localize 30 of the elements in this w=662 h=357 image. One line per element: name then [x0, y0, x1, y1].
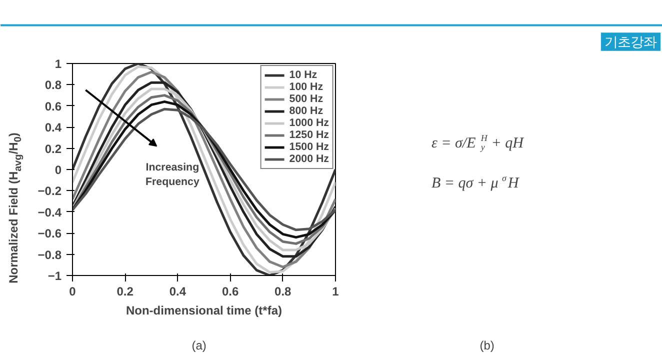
x-tick-label: 0.2	[116, 284, 134, 298]
y-tick-label: 0.4	[44, 120, 62, 135]
legend-label: 100 Hz	[289, 81, 324, 93]
x-axis-title: Non-dimensional time (t*fa)	[126, 304, 282, 318]
legend-label: 1250 Hz	[289, 129, 329, 141]
legend-label: 10 Hz	[289, 69, 318, 81]
legend-label: 1500 Hz	[289, 141, 329, 153]
y-tick-label: 0.8	[44, 78, 62, 92]
legend-label: 2000 Hz	[289, 153, 329, 165]
text: (a)	[192, 338, 206, 352]
text: 기초강좌	[604, 34, 657, 50]
legend-label: 800 Hz	[289, 105, 324, 117]
y-tick-label: −1	[48, 269, 62, 283]
y-tick-label: −0.6	[38, 226, 62, 241]
annotation: Increasing Frequency	[145, 162, 200, 188]
y-tick-label: −0.2	[38, 184, 62, 198]
legend-label: 1000 Hz	[289, 117, 329, 129]
x-tick-label: 0	[69, 284, 76, 298]
x-tick-label: 0.4	[169, 284, 186, 298]
y-tick-label: 1	[54, 57, 62, 71]
y-tick-label: 0	[54, 163, 62, 177]
y-tick-label: −0.8	[38, 248, 62, 262]
y-tick-label: 0.6	[44, 99, 62, 114]
x-tick-label: 0.8	[274, 284, 292, 298]
legend-label: 500 Hz	[289, 93, 324, 105]
text: (b)	[480, 338, 494, 352]
y-tick-label: −0.4	[38, 205, 62, 220]
x-tick-label: 1	[332, 284, 340, 298]
x-tick-label: 0.6	[222, 284, 239, 298]
y-tick-label: 0.2	[44, 142, 62, 156]
